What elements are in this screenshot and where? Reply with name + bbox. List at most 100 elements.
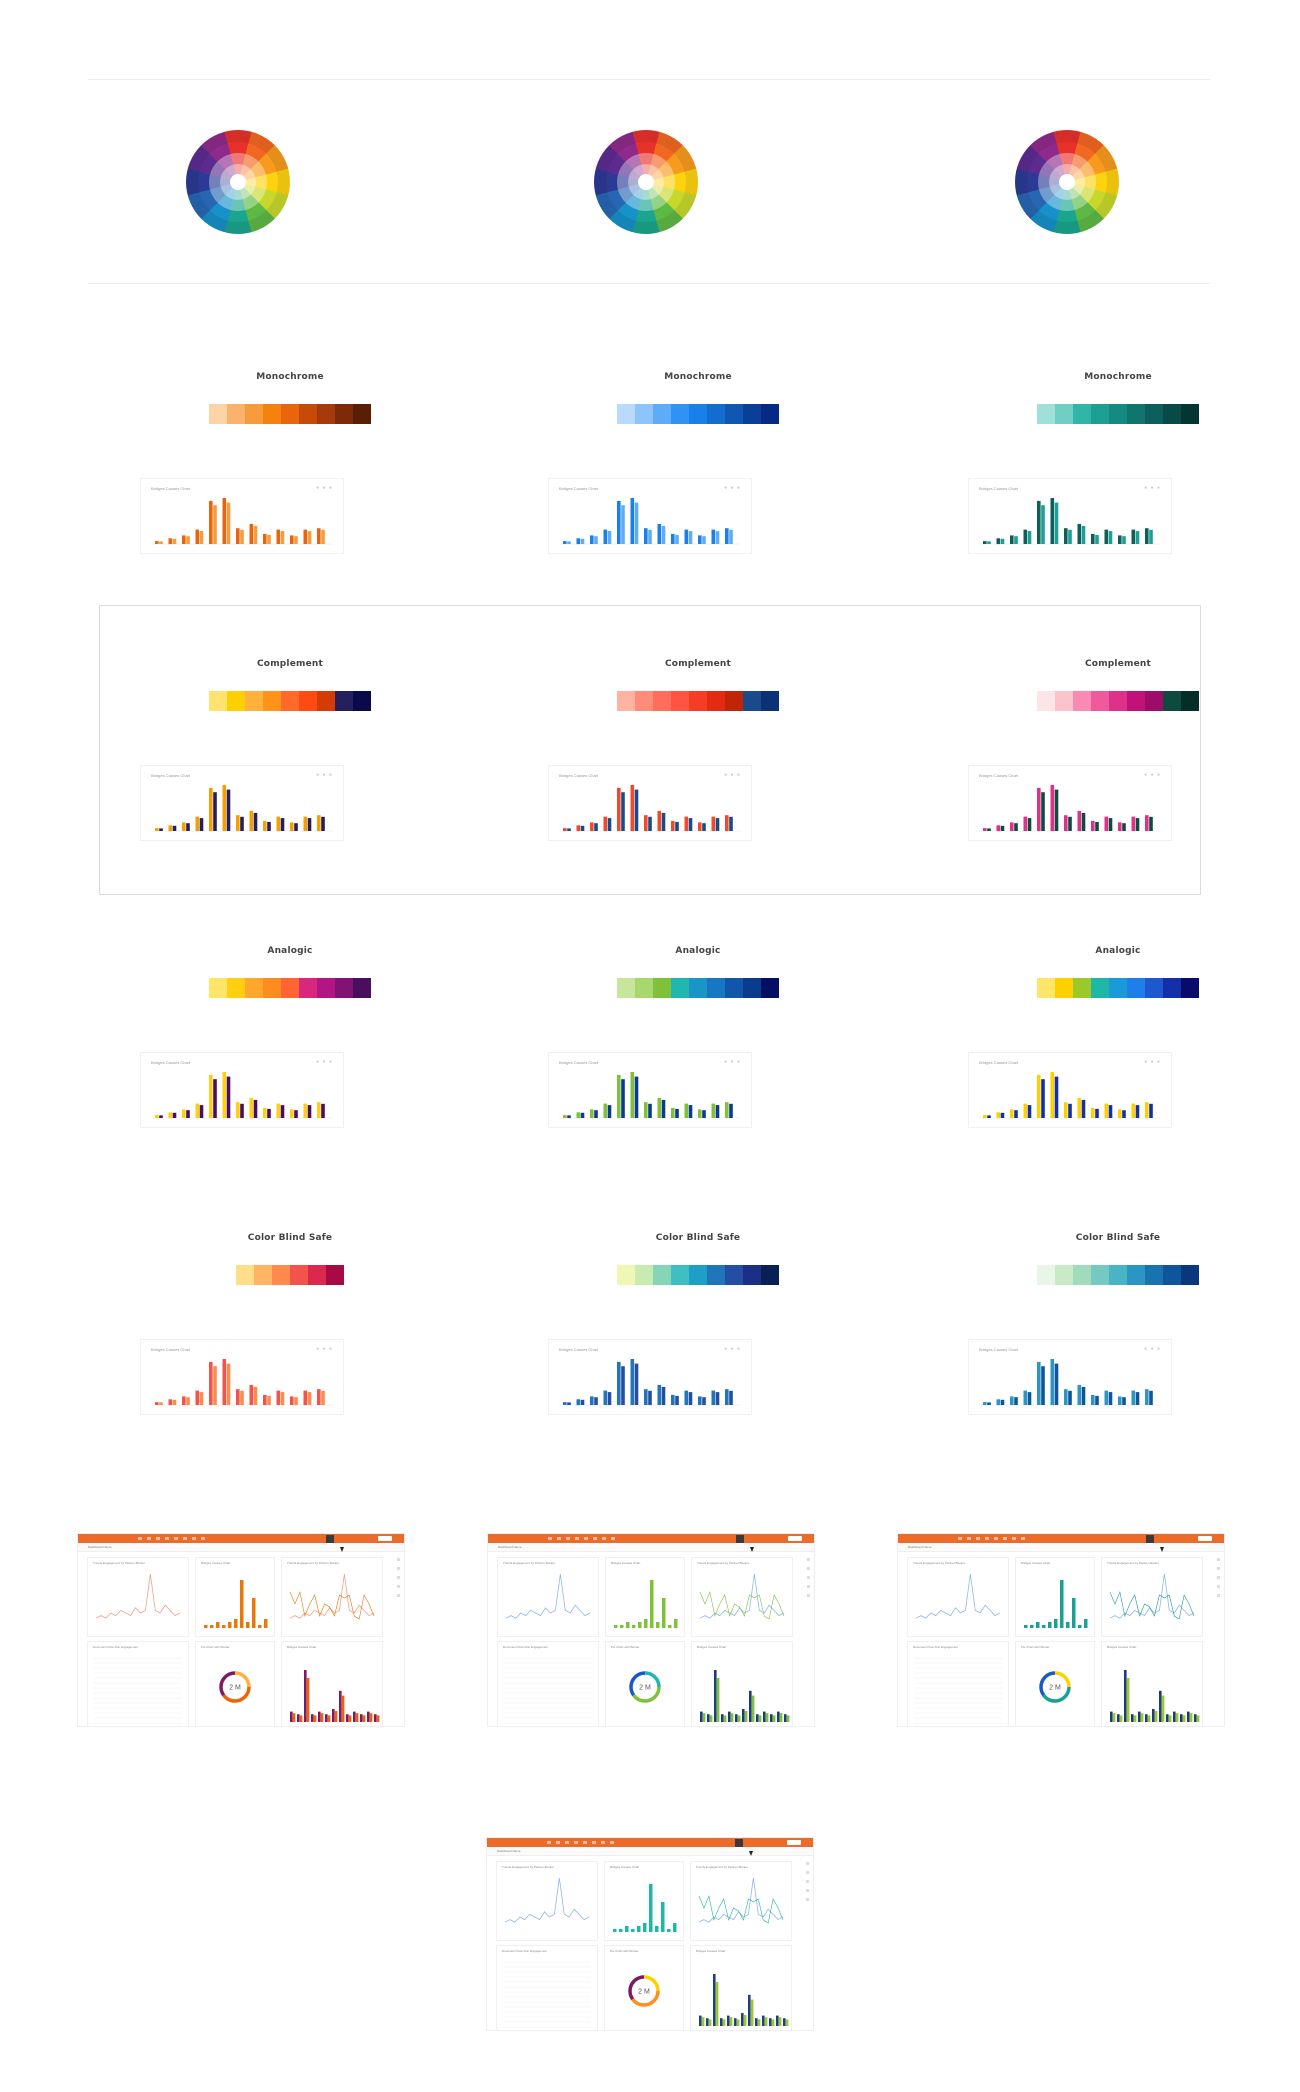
side-tool-icon[interactable] [1217, 1576, 1220, 1579]
side-tool-icon[interactable] [807, 1576, 810, 1579]
dashboard-card-1[interactable]: Trends Engagement by Partner Bucket [497, 1862, 597, 1940]
toolbar-icon[interactable] [602, 1537, 606, 1540]
dashboard-card-3[interactable]: Trends Engagement by Partner Bucket [282, 1558, 382, 1636]
mini-bar-b [186, 1397, 190, 1405]
dashboard-card-1[interactable]: Trends Engagement by Partner Bucket [908, 1558, 1008, 1636]
toolbar-icon[interactable] [958, 1537, 962, 1540]
side-tool-icon[interactable] [1217, 1558, 1220, 1561]
more-icon[interactable]: ● ● ● [316, 772, 333, 778]
toolbar-icon[interactable] [593, 1537, 597, 1540]
toolbar-icon[interactable] [566, 1537, 570, 1540]
dashboard-card-4[interactable]: Document Flow Run Engagement [908, 1642, 1008, 1726]
side-tool-icon[interactable] [397, 1567, 400, 1570]
more-icon[interactable]: ● ● ● [316, 1346, 333, 1352]
toolbar-icon[interactable] [967, 1537, 971, 1540]
user-avatar[interactable] [1146, 1535, 1154, 1543]
card-title: Trends Engagement by Partner Bucket [913, 1561, 965, 1565]
user-avatar[interactable] [326, 1535, 334, 1543]
toolbar-icon[interactable] [565, 1841, 569, 1844]
side-tool-icon[interactable] [806, 1880, 809, 1883]
more-icon[interactable]: ● ● ● [1144, 1346, 1161, 1352]
more-icon[interactable]: ● ● ● [724, 485, 741, 491]
dashboard-card-3[interactable]: Trends Engagement by Partner Bucket [692, 1558, 792, 1636]
toolbar-icon[interactable] [985, 1537, 989, 1540]
side-tool-icon[interactable] [807, 1594, 810, 1597]
more-icon[interactable]: ● ● ● [724, 772, 741, 778]
more-icon[interactable]: ● ● ● [724, 1346, 741, 1352]
toolbar-icon[interactable] [601, 1841, 605, 1844]
side-tool-icon[interactable] [1217, 1567, 1220, 1570]
dashboard-card-2[interactable]: Bridges Causes Chart [605, 1862, 683, 1940]
dashboard-card-4[interactable]: Document Flow Run Engagement [498, 1642, 598, 1726]
side-tool-icon[interactable] [397, 1594, 400, 1597]
share-button[interactable] [788, 1536, 802, 1541]
toolbar-icon[interactable] [1003, 1537, 1007, 1540]
more-icon[interactable]: ● ● ● [316, 1059, 333, 1065]
toolbar-icon[interactable] [165, 1537, 169, 1540]
toolbar-icon[interactable] [976, 1537, 980, 1540]
dashboard-card-5[interactable]: Pie Chart with Border 2 M [606, 1642, 684, 1726]
side-tool-icon[interactable] [807, 1585, 810, 1588]
side-tool-icon[interactable] [806, 1862, 809, 1865]
share-button[interactable] [378, 1536, 392, 1541]
dashboard-card-5[interactable]: Pie Chart with Border 2 M [605, 1946, 683, 2030]
side-tool-icon[interactable] [397, 1576, 400, 1579]
dashboard-card-3[interactable]: Trends Engagement by Partner Bucket [1102, 1558, 1202, 1636]
toolbar-icon[interactable] [138, 1537, 142, 1540]
toolbar-icon[interactable] [1012, 1537, 1016, 1540]
dashboard-card-2[interactable]: Bridges Causes Chart [196, 1558, 274, 1636]
dashboard-card-4[interactable]: Document Flow Run Engagement [88, 1642, 188, 1726]
dashboard-card-4[interactable]: Document Flow Run Engagement [497, 1946, 597, 2030]
more-icon[interactable]: ● ● ● [1144, 485, 1161, 491]
toolbar-icon[interactable] [547, 1841, 551, 1844]
toolbar-icon[interactable] [557, 1537, 561, 1540]
toolbar-icon[interactable] [201, 1537, 205, 1540]
more-icon[interactable]: ● ● ● [316, 485, 333, 491]
side-tool-icon[interactable] [1217, 1585, 1220, 1588]
dashboard-card-2[interactable]: Bridges Causes Chart [606, 1558, 684, 1636]
dashboard-card-6[interactable]: Bridges Causes Chart [282, 1642, 382, 1726]
side-tool-icon[interactable] [807, 1558, 810, 1561]
dashboard-card-3[interactable]: Trends Engagement by Partner Bucket [691, 1862, 791, 1940]
side-tool-icon[interactable] [397, 1585, 400, 1588]
toolbar-icon[interactable] [583, 1841, 587, 1844]
side-tool-icon[interactable] [1217, 1594, 1220, 1597]
more-icon[interactable]: ● ● ● [724, 1059, 741, 1065]
dashboard-card-1[interactable]: Trends Engagement by Partner Bucket [88, 1558, 188, 1636]
user-avatar[interactable] [735, 1839, 743, 1847]
toolbar-icon[interactable] [994, 1537, 998, 1540]
toolbar-icon[interactable] [174, 1537, 178, 1540]
toolbar-icon[interactable] [147, 1537, 151, 1540]
mouse-cursor [750, 1547, 754, 1552]
toolbar-icon[interactable] [156, 1537, 160, 1540]
side-tool-icon[interactable] [806, 1871, 809, 1874]
toolbar-icon[interactable] [548, 1537, 552, 1540]
toolbar-icon[interactable] [610, 1841, 614, 1844]
dashboard-card-6[interactable]: Bridges Causes Chart [692, 1642, 792, 1726]
toolbar-icon[interactable] [183, 1537, 187, 1540]
toolbar-icon[interactable] [584, 1537, 588, 1540]
user-avatar[interactable] [736, 1535, 744, 1543]
toolbar-icon[interactable] [575, 1537, 579, 1540]
toolbar-icon[interactable] [556, 1841, 560, 1844]
share-button[interactable] [1198, 1536, 1212, 1541]
dashboard-card-5[interactable]: Pie Chart with Border 2 M [1016, 1642, 1094, 1726]
toolbar-icon[interactable] [592, 1841, 596, 1844]
side-tool-icon[interactable] [397, 1558, 400, 1561]
more-icon[interactable]: ● ● ● [1144, 772, 1161, 778]
dashboard-card-1[interactable]: Trends Engagement by Partner Bucket [498, 1558, 598, 1636]
bridges-causes-chart: Bridges Causes Chart ● ● ● [548, 1339, 752, 1415]
toolbar-icon[interactable] [192, 1537, 196, 1540]
toolbar-icon[interactable] [574, 1841, 578, 1844]
more-icon[interactable]: ● ● ● [1144, 1059, 1161, 1065]
toolbar-icon[interactable] [1021, 1537, 1025, 1540]
side-tool-icon[interactable] [806, 1898, 809, 1901]
share-button[interactable] [787, 1840, 801, 1845]
toolbar-icon[interactable] [611, 1537, 615, 1540]
side-tool-icon[interactable] [807, 1567, 810, 1570]
dashboard-card-5[interactable]: Pie Chart with Border 2 M [196, 1642, 274, 1726]
dashboard-card-6[interactable]: Bridges Causes Chart [1102, 1642, 1202, 1726]
dashboard-card-6[interactable]: Bridges Causes Chart [691, 1946, 791, 2030]
dashboard-card-2[interactable]: Bridges Causes Chart [1016, 1558, 1094, 1636]
side-tool-icon[interactable] [806, 1889, 809, 1892]
